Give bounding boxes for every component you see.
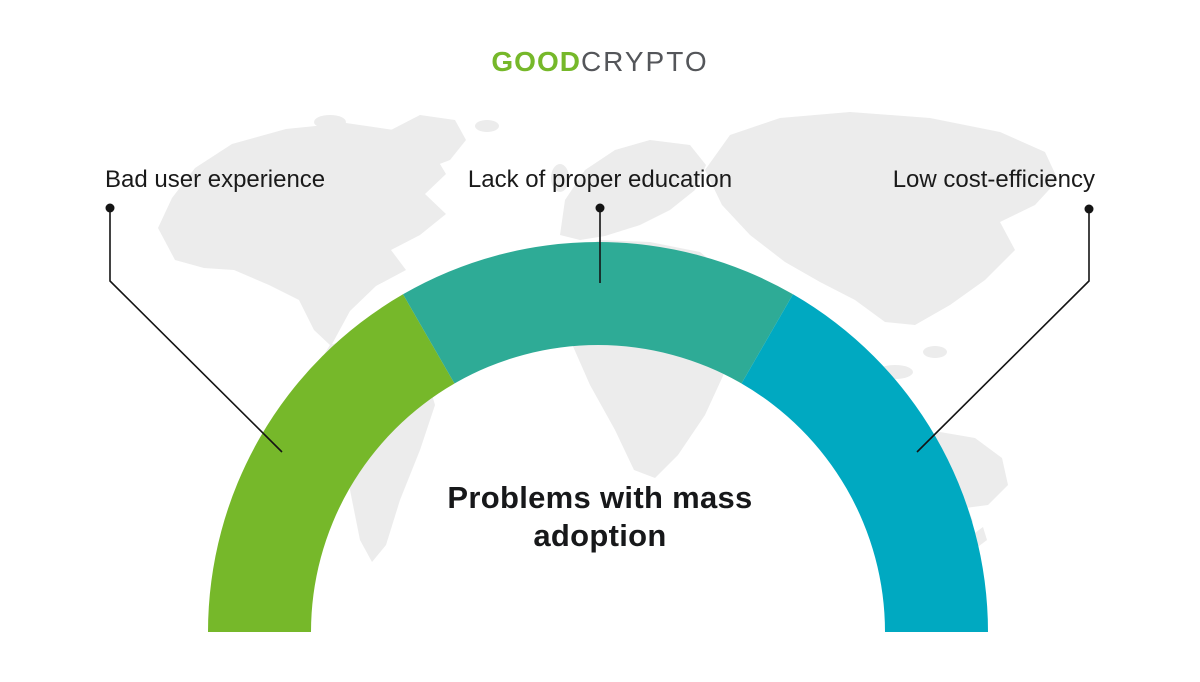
segment-label-bad-user-experience: Bad user experience — [105, 166, 326, 193]
leader-lines — [109, 208, 1090, 453]
logo-good-text: GOOD — [491, 46, 581, 77]
gauge-arc — [208, 242, 988, 632]
map-north-america — [158, 123, 446, 346]
map-british-isles — [551, 164, 569, 192]
gauge-title: Problems with mass adoption — [447, 480, 753, 553]
map-asia — [705, 112, 1058, 325]
leader-dots — [105, 203, 1094, 214]
logo-crypto-text: CRYPTO — [580, 46, 709, 77]
map-island — [923, 346, 947, 358]
leader-line-left — [109, 208, 283, 453]
goodcrypto-logo: GOODCRYPTO — [491, 46, 708, 78]
leader-line-right — [916, 209, 1090, 453]
leader-dot-right — [1084, 204, 1094, 214]
map-greenland — [385, 115, 466, 170]
gauge-segment-lack-of-education — [403, 242, 793, 384]
segment-label-low-cost-efficiency: Low cost-efficiency — [892, 166, 1095, 193]
leader-dot-middle — [595, 203, 605, 213]
segment-label-lack-of-education: Lack of proper education — [467, 166, 733, 193]
map-europe — [560, 140, 706, 240]
leader-dot-left — [105, 203, 115, 213]
gauge-segment-low-cost-efficiency — [741, 294, 988, 632]
map-island — [314, 115, 346, 129]
gauge-segment-bad-user-experience — [208, 294, 455, 632]
map-island — [475, 120, 499, 132]
